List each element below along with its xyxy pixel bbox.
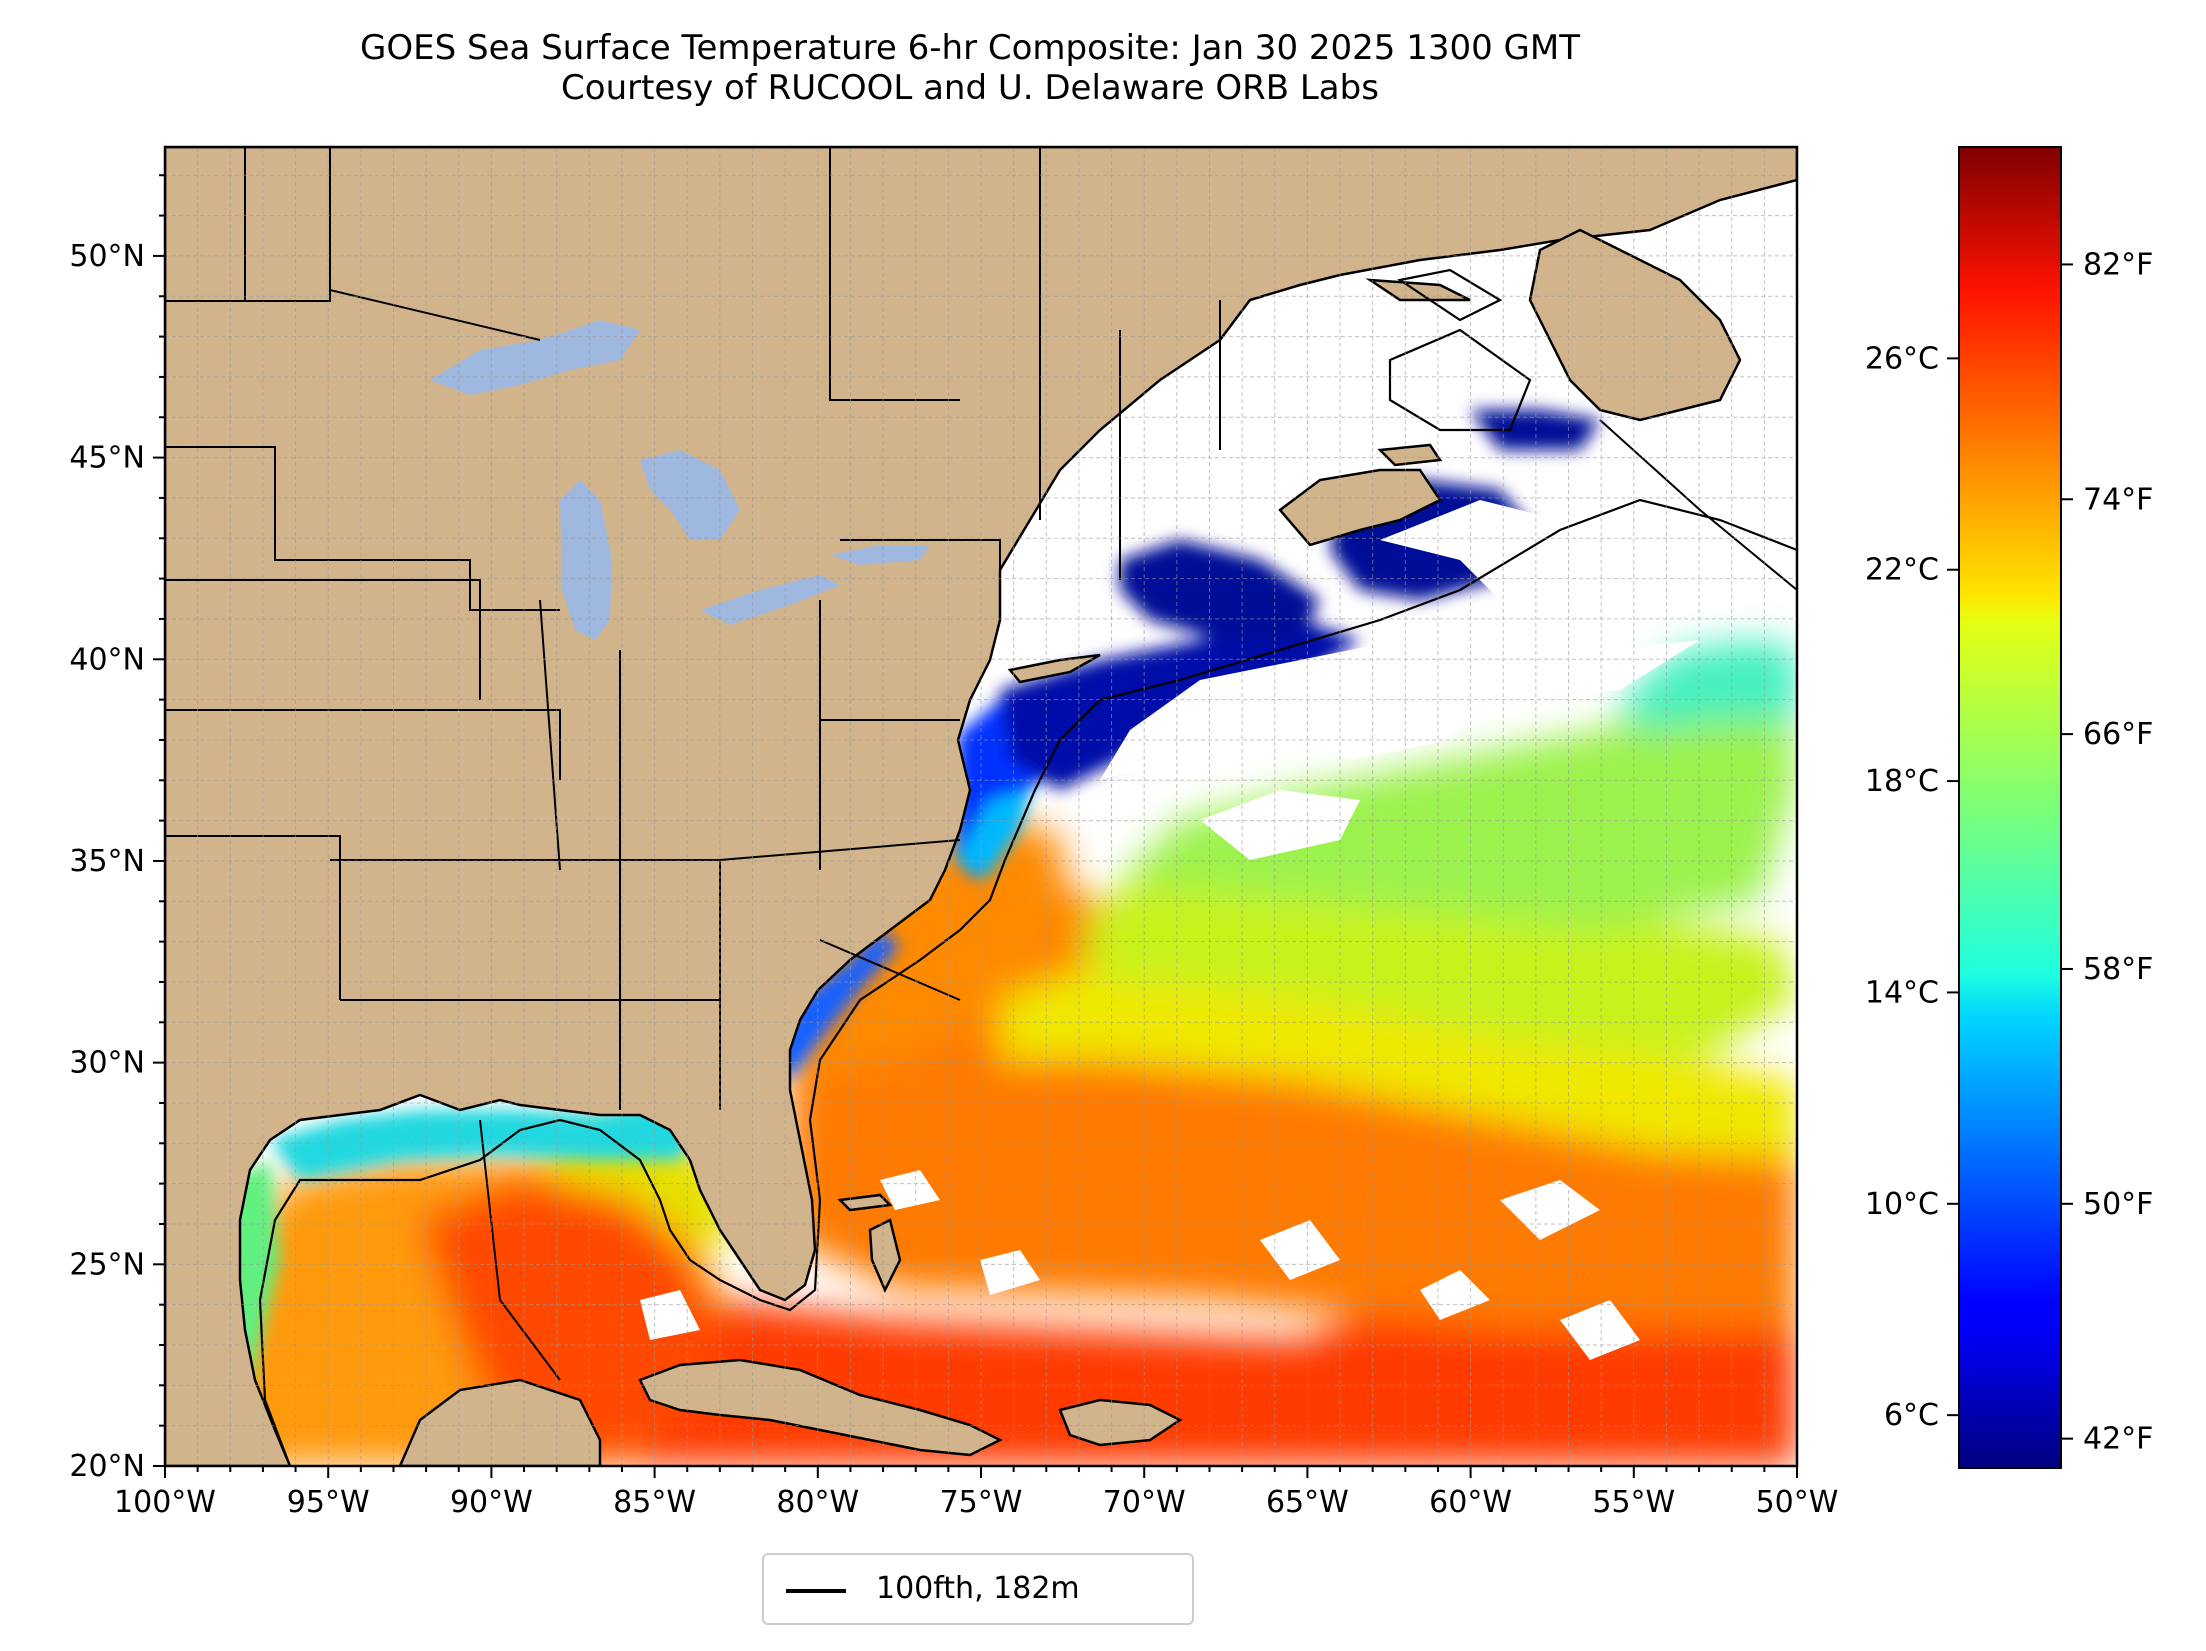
lat-tick-label: 45°N [69,441,145,476]
long-island [1007,653,1101,684]
sst-gulf-st-lawrence-navy [1470,410,1600,450]
lat-tick-label: 35°N [69,844,145,879]
north-america-landmass [165,147,1797,1466]
prince-edward-island [1377,443,1443,467]
lon-tick-label: 95°W [287,1485,370,1520]
lake-michigan [560,480,612,640]
lat-tick-label: 30°N [69,1046,145,1081]
lon-tick-label: 60°W [1429,1485,1512,1520]
grand-bahama [837,1193,893,1212]
sst-green [1120,690,1797,930]
sst-warm-red [560,1160,1797,1466]
gridlines [165,147,1797,1466]
lon-tick-label: 100°W [114,1485,216,1520]
lat-tick-label: 40°N [69,642,145,677]
longitude-ticks: 100°W 95°W 90°W 85°W 80°W 75°W 70°W 65°W 60°W 55°… [114,1466,1838,1520]
anticosti-island [1365,278,1471,302]
newfoundland [1528,228,1742,422]
lon-tick-label: 55°W [1592,1485,1675,1520]
sst-gulf-of-maine-navy [1120,540,1320,640]
lon-tick-label: 90°W [450,1485,533,1520]
cuba [638,1358,1003,1457]
sst-gulf-coast-cyan [270,1100,700,1180]
lat-tick-label: 25°N [69,1247,145,1282]
lake-erie [700,575,840,625]
lon-tick-label: 65°W [1266,1485,1349,1520]
lake-ontario [830,545,930,565]
lon-tick-label: 75°W [940,1485,1023,1520]
lake-superior [430,320,640,395]
sst-cyan-north [1620,640,1797,730]
andros-island [868,1218,902,1293]
sst-southeast-shelf-blue [770,930,900,1080]
map-area [165,147,1797,1466]
lake-huron [640,450,740,540]
sst-yellow-band [1000,960,1797,1160]
chart-title: GOES Sea Surface Temperature 6-hr Compos… [360,28,1580,68]
yucatan-peninsula [398,1378,602,1466]
lat-tick-label: 20°N [69,1449,145,1484]
lat-tick-label: 50°N [69,239,145,274]
legend-line-swatch [786,1589,846,1593]
latitude-ticks: 50°N 45°N 40°N 35°N 30°N 25°N 20°N [69,174,165,1484]
chart-subtitle: Courtesy of RUCOOL and U. Delaware ORB L… [561,68,1379,108]
lon-tick-label: 70°W [1103,1485,1186,1520]
lon-tick-label: 80°W [776,1485,859,1520]
hispaniola [1058,1398,1183,1447]
legend-label: 100fth, 182m [876,1571,1080,1606]
lon-tick-label: 50°W [1756,1485,1839,1520]
state-borders [165,147,1797,1381]
lon-tick-label: 85°W [613,1485,696,1520]
sst-cape-hatteras-cyan [955,790,1030,880]
isobath-100fth [258,268,1797,1466]
sst-green-yellow [1080,860,1797,1060]
great-lakes [430,320,930,640]
land [165,147,1797,1466]
legend: 100fth, 182m [762,1553,1194,1625]
